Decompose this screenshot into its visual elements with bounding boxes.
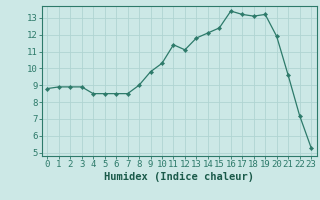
X-axis label: Humidex (Indice chaleur): Humidex (Indice chaleur) [104, 172, 254, 182]
